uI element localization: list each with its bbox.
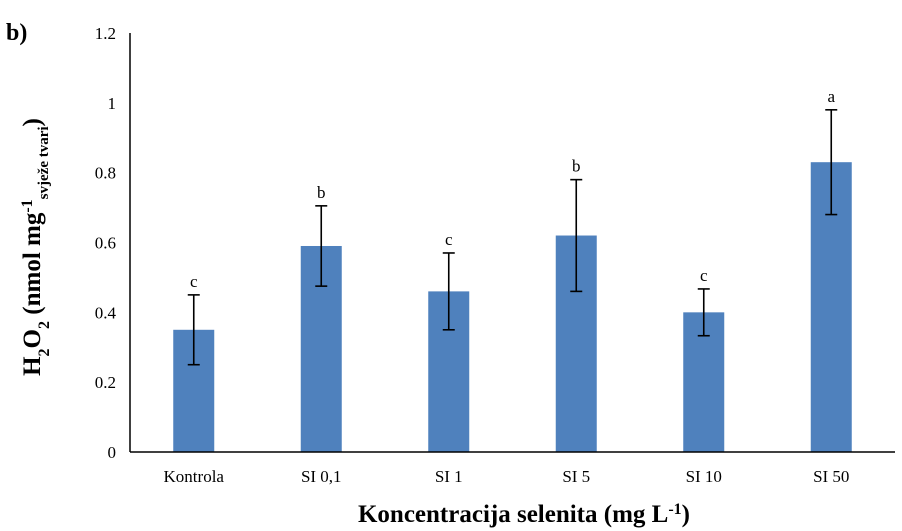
significance-letter: c bbox=[190, 272, 198, 291]
significance-letters: c b c b c a bbox=[190, 87, 836, 291]
y-tick-label: 0 bbox=[108, 443, 117, 462]
x-axis-title: Koncentracija selenita (mg L-1) bbox=[358, 501, 690, 529]
y-tick-label: 0.8 bbox=[95, 164, 116, 183]
error-bar bbox=[315, 205, 328, 287]
significance-letter: a bbox=[827, 87, 835, 106]
significance-letter: c bbox=[445, 230, 453, 249]
error-bars bbox=[187, 109, 838, 366]
error-bar bbox=[570, 178, 583, 293]
y-tick-label: 1.2 bbox=[95, 24, 116, 43]
y-axis-ticks: 0 0.2 0.4 0.6 0.8 1 1.2 bbox=[95, 24, 117, 462]
significance-letter: b bbox=[317, 183, 326, 202]
bars bbox=[173, 162, 852, 453]
x-tick-label: SI 1 bbox=[435, 467, 463, 486]
panel-label: b) bbox=[6, 20, 27, 46]
error-bar bbox=[442, 252, 455, 331]
x-tick-label: SI 0,1 bbox=[301, 467, 342, 486]
y-tick-label: 1 bbox=[108, 94, 117, 113]
error-bar bbox=[697, 288, 710, 337]
x-tick-label: SI 50 bbox=[813, 467, 849, 486]
significance-letter: b bbox=[572, 157, 581, 176]
x-tick-label: Kontrola bbox=[164, 467, 225, 486]
x-axis-ticks: Kontrola SI 0,1 SI 1 SI 5 SI 10 SI 50 bbox=[164, 467, 850, 486]
x-tick-label: SI 5 bbox=[562, 467, 590, 486]
error-bar bbox=[825, 109, 838, 216]
y-axis-title: H2O2 (nmol mg-1svježe tvari) bbox=[19, 118, 53, 376]
significance-letter: c bbox=[700, 266, 708, 285]
y-tick-label: 0.2 bbox=[95, 373, 116, 392]
y-tick-label: 0.4 bbox=[95, 303, 117, 322]
x-tick-label: SI 10 bbox=[686, 467, 722, 486]
y-tick-label: 0.6 bbox=[95, 234, 116, 253]
error-bar bbox=[187, 294, 200, 366]
